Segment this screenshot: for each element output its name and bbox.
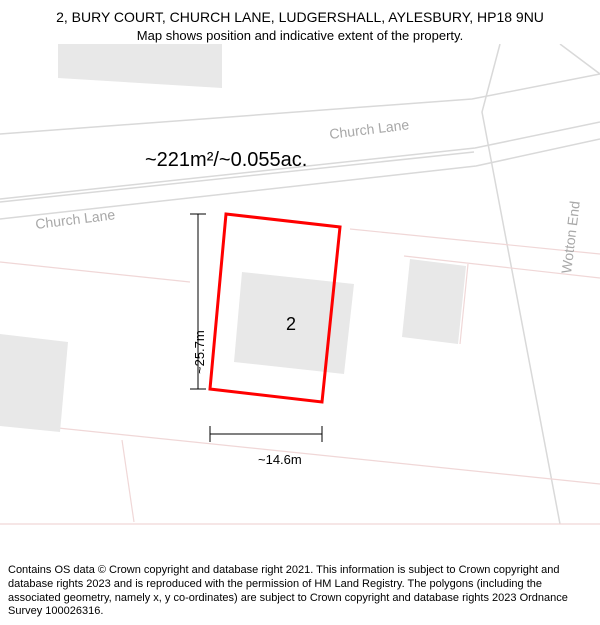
header-title: 2, BURY COURT, CHURCH LANE, LUDGERSHALL,…: [0, 8, 600, 27]
plot-number: 2: [286, 314, 296, 335]
width-dimension-label: ~14.6m: [258, 452, 302, 467]
header: 2, BURY COURT, CHURCH LANE, LUDGERSHALL,…: [0, 0, 600, 44]
height-dimension-label: ~25.7m: [192, 331, 207, 375]
footer-copyright: Contains OS data © Crown copyright and d…: [8, 564, 592, 619]
map-area: Church LaneChurch LaneWotton End ~221m²/…: [0, 44, 600, 544]
header-subtitle: Map shows position and indicative extent…: [0, 27, 600, 45]
map-svg: Church LaneChurch LaneWotton End: [0, 44, 600, 544]
area-text: ~221m²/~0.055ac.: [145, 149, 307, 172]
